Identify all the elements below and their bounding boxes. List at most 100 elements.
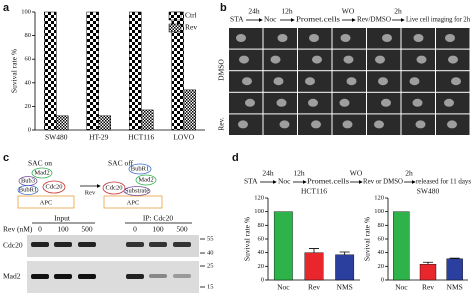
protein-label: Mad2: [34, 169, 49, 176]
y-tick-label: 20: [258, 263, 265, 270]
band: [31, 274, 49, 279]
panel-label: c: [3, 152, 9, 164]
bar: [335, 254, 355, 281]
chart-title: HCT116: [301, 187, 327, 196]
bar: [446, 258, 463, 281]
cell: [374, 120, 384, 129]
cell: [375, 55, 385, 64]
x-tick-label: Noc: [277, 283, 290, 292]
band: [126, 274, 144, 279]
complex-box: [17, 195, 75, 209]
blot-label: Mad2: [3, 272, 21, 281]
duration: 2h: [394, 7, 402, 16]
step: Promet.cells: [307, 177, 349, 186]
duration: 24h: [248, 7, 260, 16]
y-tick-label: 40: [378, 249, 385, 256]
cell: [445, 34, 455, 42]
protein-label: Cdc20: [46, 183, 63, 190]
protein-label: APC: [127, 199, 140, 206]
group-label: Input: [54, 214, 71, 223]
x-tick-label: Rev: [308, 283, 320, 292]
cell: [451, 77, 461, 86]
bar: [393, 211, 410, 281]
band: [173, 274, 191, 278]
protein: [17, 185, 39, 195]
duration: 24h: [262, 169, 274, 178]
duration: WO: [342, 7, 355, 16]
band: [149, 274, 167, 278]
step: Rev/DMSO: [357, 15, 392, 24]
group-label: IP: Cdc20: [143, 214, 173, 223]
y-tick-label: 60: [25, 56, 32, 63]
error-bar: [449, 257, 460, 259]
bar: [141, 109, 154, 131]
arrow-label: Rev: [85, 189, 96, 196]
blot-label: Cdc20: [3, 241, 23, 250]
cell: [238, 120, 248, 129]
x-tick-label: LOVO: [173, 133, 194, 142]
error-bar: [339, 251, 350, 255]
y-tick-label: 20: [378, 263, 385, 270]
protein-label: Bub3: [21, 177, 35, 184]
duration: WO: [350, 169, 363, 178]
legend-swatch: [168, 11, 182, 21]
protein-label: Mad2: [138, 176, 153, 183]
cell: [236, 34, 246, 42]
bar: [86, 11, 99, 131]
row-label: DMSO: [217, 59, 226, 81]
mw-marker: 40: [207, 249, 214, 256]
cell: [382, 34, 392, 42]
protein-label: BubR1: [19, 186, 37, 193]
timeline-b: STA 24h Noc 12h Promet.cells WO Rev/DMSO…: [230, 7, 470, 24]
cell: [311, 120, 321, 129]
panel-label: d: [232, 152, 239, 164]
step: STA: [230, 15, 244, 24]
cell: [340, 34, 351, 42]
band: [54, 242, 72, 247]
image-grid: [229, 28, 470, 135]
duration: 12h: [293, 169, 305, 178]
chart-title: SW480: [417, 187, 440, 196]
y-tick-label: 120: [374, 194, 384, 201]
y-tick-label: 100: [374, 208, 384, 215]
cell: [447, 120, 457, 129]
y-tick-label: 120: [254, 194, 264, 201]
band: [149, 242, 167, 247]
cell: [312, 55, 322, 64]
x-tick-label: Noc: [395, 283, 408, 292]
protein-label: Substrate: [125, 187, 149, 194]
cell: [381, 98, 391, 107]
band: [173, 242, 191, 247]
x-tick-label: NMS: [337, 283, 353, 292]
cell: [276, 98, 287, 107]
mw-marker: 15: [207, 283, 214, 290]
bar: [129, 11, 142, 131]
dose: 0: [38, 225, 42, 234]
y-axis-label: Suvival rate %: [10, 49, 19, 93]
x-tick-label: Rev: [422, 283, 434, 292]
step: Live cell imaging for 2h: [406, 15, 470, 24]
cell: [416, 55, 427, 64]
blot: [27, 235, 199, 257]
y-tick-label: 60: [378, 235, 385, 242]
band: [78, 242, 96, 247]
y-tick-label: 100: [21, 8, 31, 15]
cell: [305, 77, 315, 86]
protein: [42, 180, 66, 194]
protein: [128, 163, 152, 175]
bar: [419, 264, 437, 281]
mw-marker: 25: [207, 262, 214, 269]
duration: 12h: [281, 7, 293, 16]
bar: [98, 115, 111, 131]
error-bar: [309, 248, 319, 253]
cell: [342, 120, 353, 129]
y-axis-label: Suvival rate %: [363, 217, 372, 261]
y-tick-label: 40: [258, 249, 265, 256]
duration: 2h: [405, 169, 413, 178]
cell: [444, 98, 454, 107]
x-tick-label: HCT116: [128, 133, 154, 142]
cell: [308, 98, 318, 107]
error-bar: [423, 261, 433, 265]
step: Promet.cells: [296, 15, 340, 24]
bar: [273, 211, 293, 281]
